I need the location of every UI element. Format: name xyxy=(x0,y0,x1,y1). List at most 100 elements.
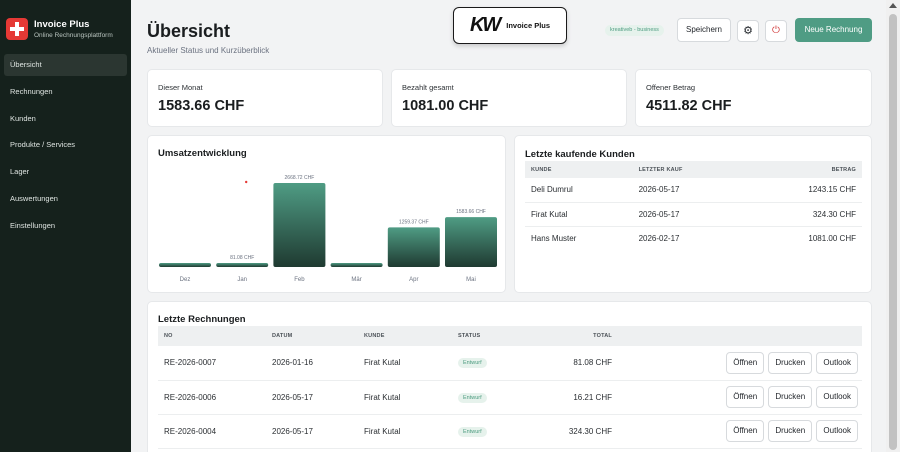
scroll-thumb[interactable] xyxy=(889,14,897,450)
logout-button[interactable]: ⏻ xyxy=(765,20,787,42)
chart-x-tick-label: Mär xyxy=(351,277,361,283)
column-header: STATUS xyxy=(458,333,481,339)
invoices-table: NO DATUM KUNDE STATUS TOTAL RE-2026-0007… xyxy=(158,326,862,449)
stat-value: 1081.00 CHF xyxy=(402,98,489,114)
invoice-number: RE-2026-0007 xyxy=(158,346,266,381)
last-purchase-date: 2026-02-17 xyxy=(638,233,680,243)
customer-name: Firat Kutal xyxy=(525,202,633,227)
chart-bar-jan xyxy=(216,263,269,267)
page-title: Übersicht xyxy=(147,21,231,41)
print-button[interactable]: Drucken xyxy=(768,420,813,442)
kw-logo-mark: KW xyxy=(469,14,501,36)
column-header: KUNDE xyxy=(531,166,552,173)
invoices-card: Letzte Rechnungen NO DATUM KUNDE STATUS … xyxy=(147,301,872,452)
revenue-chart-card: Umsatzentwicklung Dez 81.08 CHF Jan 2668.72… xyxy=(147,135,506,293)
open-button[interactable]: Öffnen xyxy=(726,420,765,442)
swiss-cross-logo-icon xyxy=(6,18,28,40)
invoice-number: RE-2026-0006 xyxy=(158,380,266,415)
status-badge: Entwurf xyxy=(458,426,487,437)
stat-value: 4511.82 CHF xyxy=(646,98,732,114)
stat-label: Offener Betrag xyxy=(646,83,696,92)
outlook-button[interactable]: Outlook xyxy=(816,351,858,374)
column-header: KUNDE xyxy=(364,333,385,339)
stat-value: 1583.66 CHF xyxy=(158,98,245,114)
new-invoice-button[interactable]: Neue Rechnung xyxy=(795,18,872,42)
customer-name: Hans Muster xyxy=(531,233,577,243)
column-header-actions xyxy=(618,326,862,346)
invoice-date: 2026-05-17 xyxy=(266,380,358,415)
revenue-chart-title: Umsatzentwicklung xyxy=(158,148,247,159)
chart-bar-mär xyxy=(330,263,383,267)
sidebar-item-rechnungen[interactable]: Rechnungen xyxy=(10,86,53,96)
column-header: DATUM xyxy=(272,333,293,339)
revenue-chart: Dez 81.08 CHF Jan 2668.72 CHF Feb Mär 1259.37 … xyxy=(159,175,497,283)
invoice-total: 16.21 CHF xyxy=(522,380,618,415)
page-scrollbar[interactable] xyxy=(886,0,900,452)
save-button[interactable]: Speichern xyxy=(677,18,731,42)
kw-logo-text: Invoice Plus xyxy=(506,21,551,30)
status-badge: Entwurf xyxy=(458,358,487,369)
chart-x-tick-label: Feb xyxy=(294,277,305,283)
print-button[interactable]: Drucken xyxy=(768,351,813,374)
print-button[interactable]: Drucken xyxy=(768,386,813,408)
table-row: RE-2026-0004 2026-05-17 Firat Kutal Entw… xyxy=(158,414,862,449)
outlook-button[interactable]: Outlook xyxy=(816,420,858,442)
brand[interactable]: Invoice Plus Online Rechnungsplattform xyxy=(0,0,131,44)
column-header: LETZTER KAUF xyxy=(638,166,683,173)
invoice-date: 2026-01-16 xyxy=(266,346,358,381)
chart-bar-feb xyxy=(273,183,326,267)
sidebar: Invoice Plus Online Rechnungsplattform Ü… xyxy=(0,0,131,452)
stat-card-month: Dieser Monat 1583.66 CHF xyxy=(147,69,383,127)
invoice-total: 324.30 CHF xyxy=(522,414,618,449)
column-header: TOTAL xyxy=(593,333,612,339)
page-subtitle: Aktueller Status und Kurzüberblick xyxy=(147,46,270,55)
outlook-button[interactable]: Outlook xyxy=(816,386,858,408)
chart-bar-apr xyxy=(387,227,440,267)
sidebar-item-kunden[interactable]: Kunden xyxy=(10,113,36,123)
stat-card-open: Offener Betrag 4511.82 CHF xyxy=(635,69,872,127)
purchase-amount: 1243.15 CHF xyxy=(737,178,862,203)
sidebar-item-auswertungen[interactable]: Auswertungen xyxy=(10,193,58,203)
kw-logo: KW Invoice Plus xyxy=(453,7,567,44)
chart-point-marker xyxy=(245,180,248,184)
stat-card-paid: Bezahlt gesamt 1081.00 CHF xyxy=(391,69,627,127)
customer-name: Deli Dumrul xyxy=(525,178,633,203)
settings-button[interactable]: ⚙ xyxy=(737,20,759,42)
customers-title: Letzte kaufende Kunden xyxy=(525,149,635,160)
sidebar-item-produkte[interactable]: Produkte / Services xyxy=(10,140,76,150)
table-row: RE-2026-0006 2026-05-17 Firat Kutal Entw… xyxy=(158,380,862,415)
scroll-up-arrow-icon[interactable] xyxy=(889,3,897,8)
sidebar-nav: Übersicht Rechnungen Kunden Produkte / S… xyxy=(0,54,131,237)
gear-icon: ⚙ xyxy=(743,25,753,37)
table-row[interactable]: Deli Dumrul 2026-05-17 1243.15 CHF xyxy=(525,178,862,203)
stat-label: Bezahlt gesamt xyxy=(402,83,454,92)
chart-bar-mai xyxy=(445,217,497,267)
customers-card: Letzte kaufende Kunden KUNDE LETZTER KAU… xyxy=(514,135,872,293)
open-button[interactable]: Öffnen xyxy=(726,351,765,374)
table-row: RE-2026-0007 2026-01-16 Firat Kutal Entw… xyxy=(158,346,862,381)
business-badge: kreativeb - business xyxy=(605,25,664,36)
chart-data-label: 2668.72 CHF xyxy=(285,175,315,181)
chart-data-label: 81.08 CHF xyxy=(230,255,254,261)
invoice-customer: Firat Kutal xyxy=(358,414,452,449)
open-button[interactable]: Öffnen xyxy=(726,386,765,408)
chart-bar-dez xyxy=(159,263,211,267)
chart-x-tick-label: Apr xyxy=(409,277,418,283)
sidebar-item-uebersicht[interactable]: Übersicht xyxy=(4,54,127,76)
status-badge: Entwurf xyxy=(458,392,487,403)
table-header: NO DATUM KUNDE STATUS TOTAL xyxy=(158,326,862,346)
table-header: KUNDE LETZTER KAUF BETRAG xyxy=(525,161,862,178)
brand-subtitle: Online Rechnungsplattform xyxy=(34,32,113,39)
table-row[interactable]: Hans Muster 2026-02-17 1081.00 CHF xyxy=(525,226,862,250)
sidebar-item-lager[interactable]: Lager xyxy=(10,167,30,177)
invoice-customer: Firat Kutal xyxy=(358,346,452,381)
customers-table: KUNDE LETZTER KAUF BETRAG Deli Dumrul 20… xyxy=(525,161,862,250)
last-purchase-date: 2026-05-17 xyxy=(632,202,738,227)
sidebar-item-einstellungen[interactable]: Einstellungen xyxy=(10,220,56,230)
main-content: Übersicht Aktueller Status und Kurzüberb… xyxy=(131,0,886,452)
table-row[interactable]: Firat Kutal 2026-05-17 324.30 CHF xyxy=(525,202,862,227)
invoice-date: 2026-05-17 xyxy=(266,414,358,449)
invoice-number: RE-2026-0004 xyxy=(158,414,266,449)
chart-x-tick-label: Jan xyxy=(237,277,247,283)
purchase-amount: 324.30 CHF xyxy=(737,202,862,227)
